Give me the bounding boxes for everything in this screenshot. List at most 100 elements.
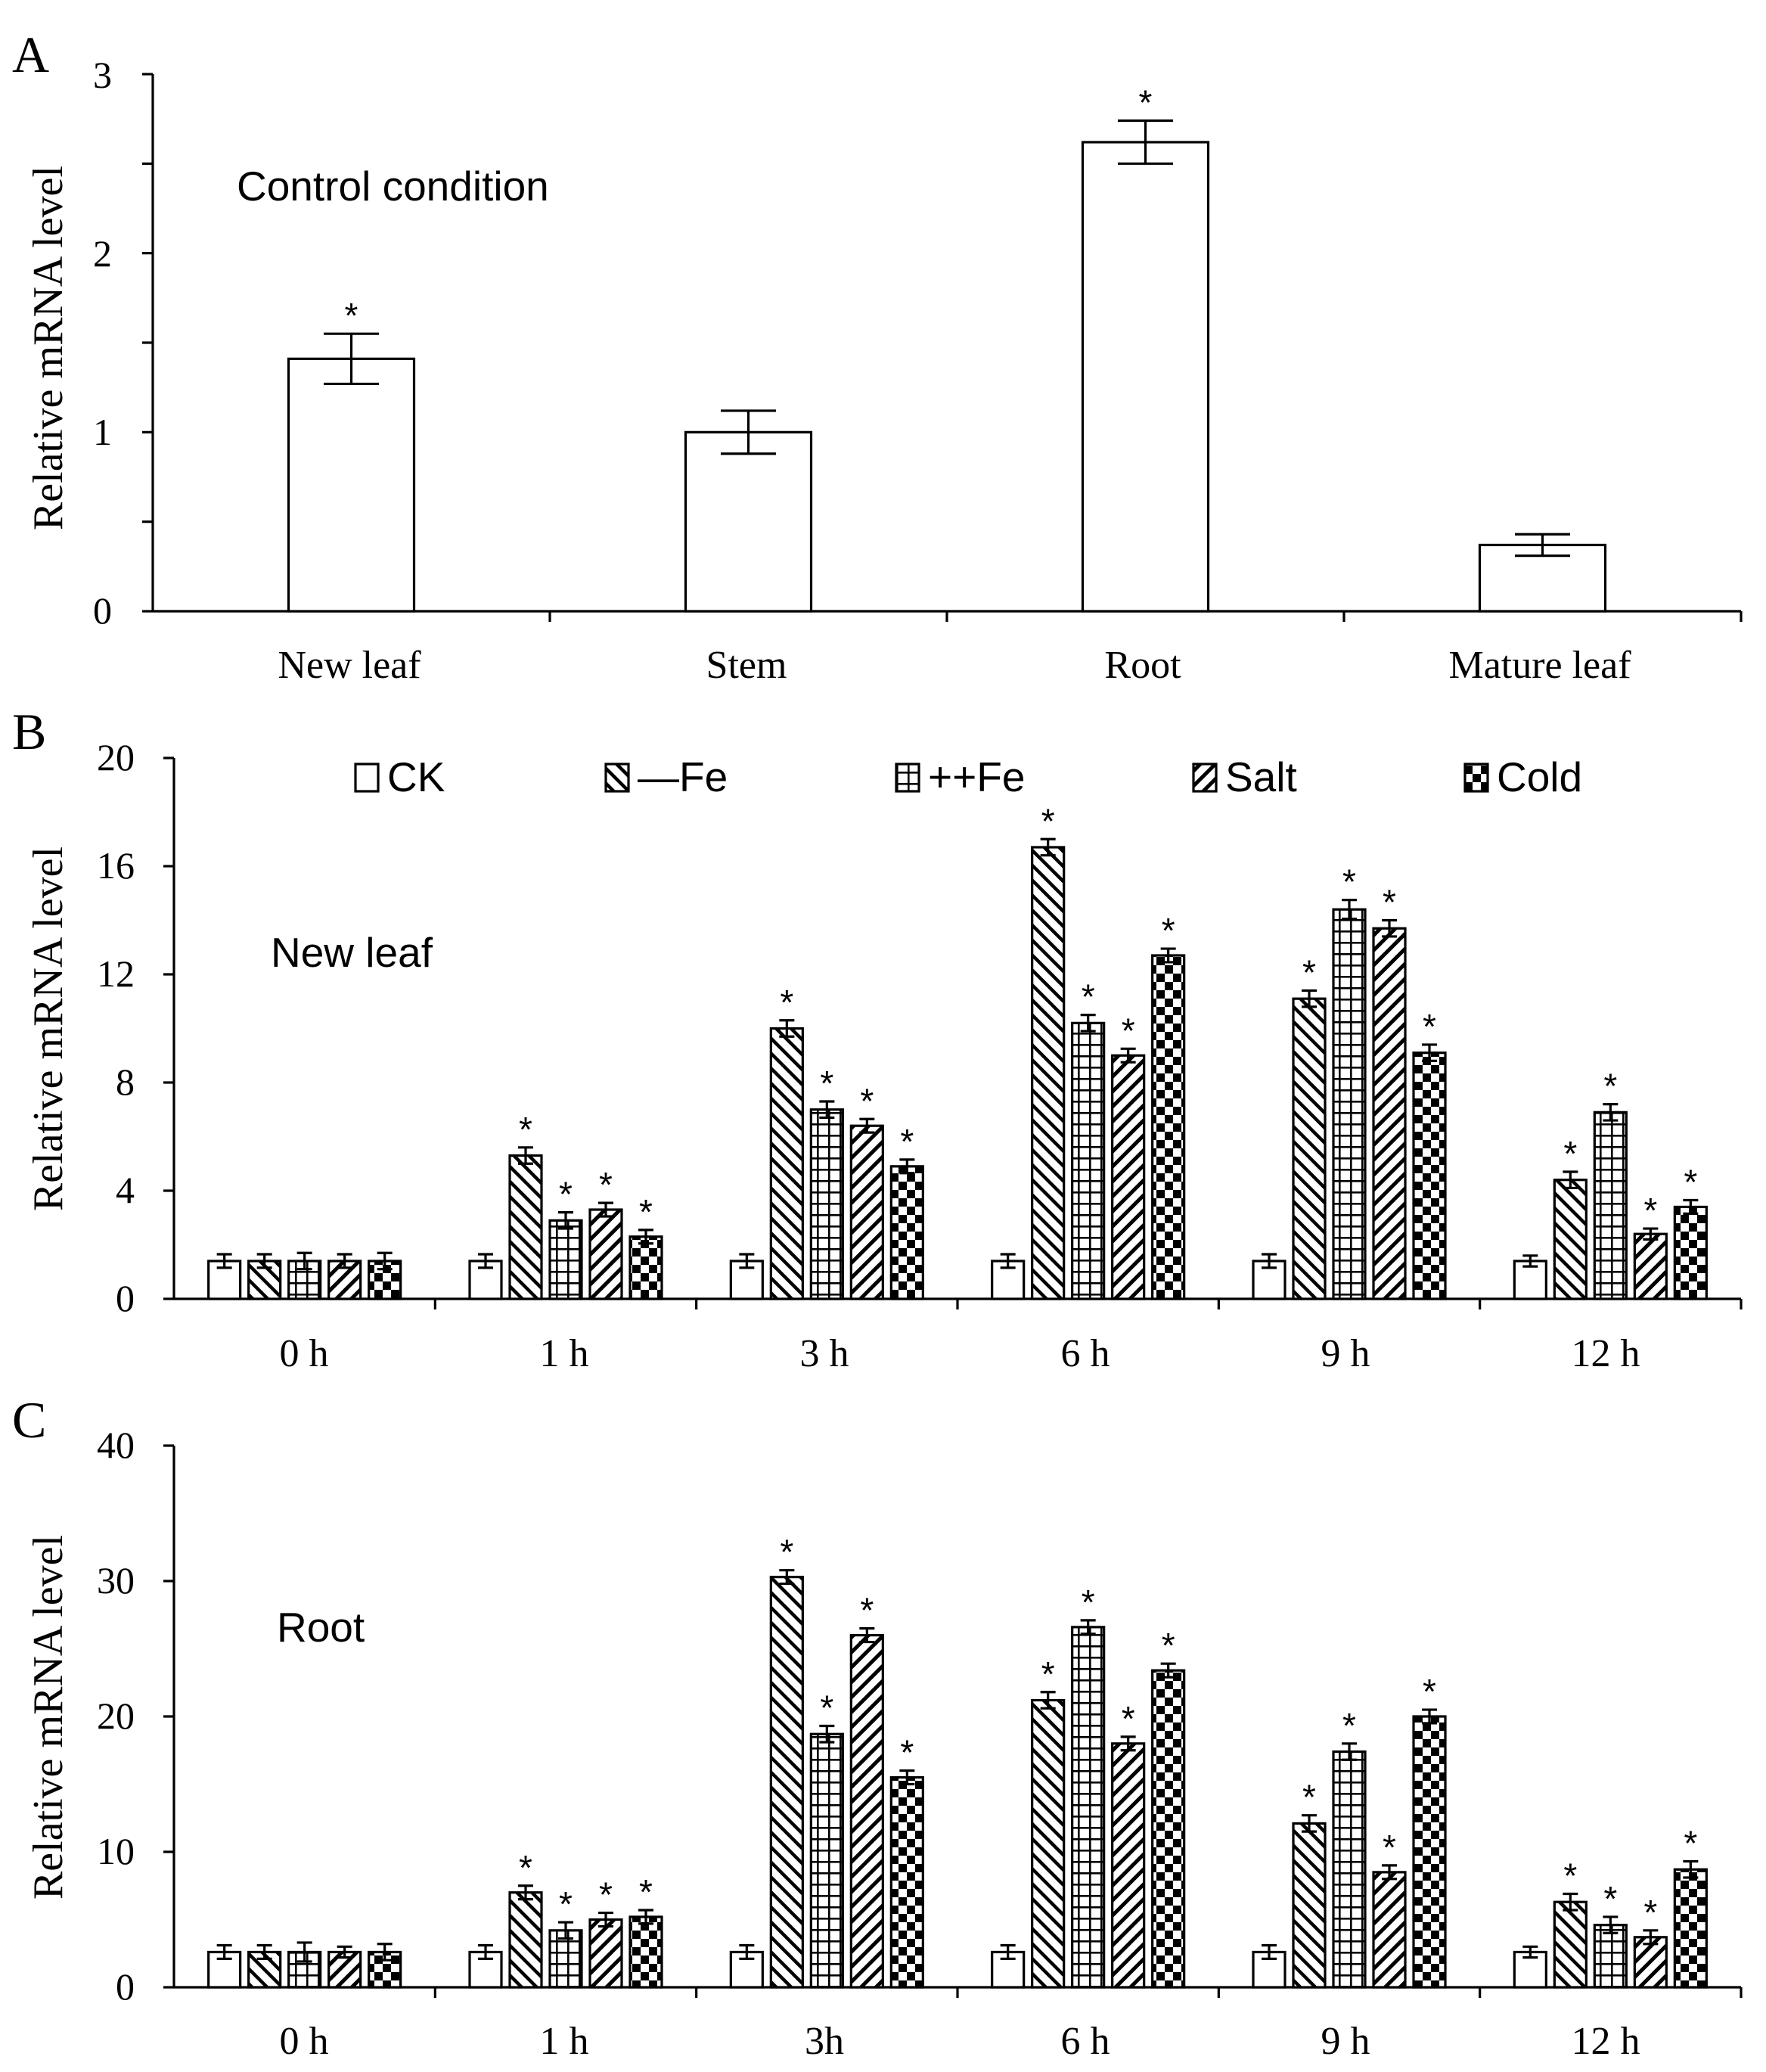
panel-b-significance-asterisk: * [1302,952,1316,992]
panel-b-x-tick-label: 6 h [1061,1332,1110,1375]
panel-c-bar-fe [1332,1750,1367,1989]
panel-c-significance-asterisk: * [1383,1828,1396,1867]
panel-c-significance-asterisk: * [559,1884,573,1924]
panel-b-y-tick-label: 20 [97,736,135,778]
panel-b-x-tick-label: 12 h [1572,1332,1640,1375]
panel-c-plot: * * * * * * * * * * * * * * * * * * * * [163,1444,1743,1998]
panel-c-bar-fe [1071,1626,1106,1989]
panel-c-bar-salt [588,1918,623,1989]
panel-b-significance-asterisk: * [599,1165,613,1204]
legend-label-salt: Salt [1225,753,1297,800]
panel-c-significance-asterisk: * [1082,1583,1095,1622]
panel-a-y-tick-label: 0 [93,589,112,632]
panel-c-bar-fe [1292,1822,1327,1989]
panel-b-error-bar [377,1251,393,1271]
panel-c-error-bar [779,1569,795,1586]
panel-c-significance-asterisk: * [780,1533,793,1572]
panel-c-x-tick-label: 12 h [1572,2020,1640,2063]
panel-b-significance-asterisk: * [860,1081,874,1120]
panel-b-error-bar [638,1229,653,1245]
panel-b-y-tick-label: 8 [116,1061,135,1103]
panel-c-bar-salt [1111,1742,1146,1989]
panel-b-bar-fe [769,1027,804,1300]
panel-c-significance-asterisk: * [519,1848,532,1887]
panel-c-error-bar [558,1921,573,1940]
panel-c-error-bar [1382,1864,1397,1881]
panel-b-y-tick-label: 12 [97,952,135,995]
panel-c-error-bar [256,1943,272,1961]
panel-c-error-bar [739,1943,755,1961]
panel-b-significance-asterisk: * [559,1175,573,1214]
panel-c-bar-cold [1151,1669,1186,1989]
legend-swatch-plus-fe [895,763,920,793]
panel-b-bar-fe [1031,846,1066,1300]
panel-c-bar-fe [769,1576,804,1989]
panel-c-significance-asterisk: * [1684,1824,1697,1863]
panel-c-error-bar [1302,1814,1317,1833]
panel-c-x-tick-label: 0 h [280,2020,329,2063]
panel-b-bar-fe [1071,1021,1106,1300]
panel-b-bar-salt [1111,1054,1146,1300]
panel-b-significance-asterisk: * [519,1110,532,1149]
panel-c-error-bar [216,1943,232,1961]
panel-b: B New leaf Relative mRNA level CK —Fe ++… [12,703,1743,1375]
panel-b-significance-asterisk: * [1342,862,1356,902]
panel-b-error-bar [1382,918,1397,938]
panel-a-bar-control [684,430,813,613]
panel-b-significance-asterisk: * [1122,1011,1135,1050]
panel-b-error-bar [1262,1253,1277,1269]
panel-c-bar-fe [1031,1698,1066,1989]
panel-b-error-bar [739,1253,755,1269]
panel-c-y-tick-label: 30 [97,1559,135,1601]
panel-b-x-tick-label: 9 h [1321,1332,1370,1375]
panel-a-x-tick-label: New leaf [278,644,421,687]
panel-c-significance-asterisk: * [1603,1879,1617,1918]
panel-b-significance-asterisk: * [1041,801,1055,840]
panel-b-bar-salt [1372,927,1407,1300]
panel-b-significance-asterisk: * [1423,1007,1436,1046]
panel-b-error-bar [518,1146,533,1165]
legend-label-plus-fe: ++Fe [928,753,1025,800]
panel-b-bar-salt [588,1208,623,1300]
panel-b-bar-fe [1292,997,1327,1300]
panel-a-annotation: Control condition [237,163,549,210]
panel-c-error-bar [1120,1735,1136,1752]
panel-c-error-bar [1040,1691,1056,1710]
panel-b-significance-asterisk: * [1603,1067,1617,1106]
panel-a-x-tick-label: Root [1104,644,1181,687]
panel-c-bar-salt [1372,1871,1407,1989]
panel-c-bar-cold [1673,1868,1708,1989]
panel-c-bar-fe [1593,1924,1628,1989]
panel-b-significance-asterisk: * [1684,1163,1697,1202]
panel-b-error-bar [216,1253,232,1269]
panel-c-error-bar [859,1627,875,1644]
panel-a-error-bar [323,332,380,386]
panel-c-error-bar [377,1943,393,1962]
panel-c-error-bar [1342,1742,1357,1761]
panel-b-y-tick-label: 16 [97,844,135,887]
panel-c-bar-cold [889,1775,924,1989]
panel-c-error-bar [899,1769,915,1786]
panel-b-error-bar [1040,837,1056,857]
panel-a-y-axis-title: Relative mRNA level [25,166,72,530]
panel-c-significance-asterisk: * [1423,1672,1436,1711]
panel-c-y-tick-label: 40 [97,1424,135,1466]
panel-b-bar-cold [1412,1052,1447,1300]
panel-b-significance-asterisk: * [1563,1134,1577,1173]
panel-b-significance-asterisk: * [1643,1191,1657,1230]
panel-c-error-bar [819,1724,835,1744]
panel-b-significance-asterisk: * [820,1064,833,1103]
legend-swatch-ck [354,763,380,793]
panel-c-y-tick-label: 20 [97,1695,135,1737]
panel-b-significance-asterisk: * [639,1192,653,1232]
panel-b-error-bar [256,1253,272,1269]
panel-b-bar-fe [1553,1179,1588,1300]
panel-c-significance-asterisk: * [1643,1893,1657,1932]
panel-a-error-bar [1117,119,1174,165]
panel-b-significance-asterisk: * [780,983,793,1022]
panel-c-significance-asterisk: * [599,1875,613,1915]
panel-c-significance-asterisk: * [1122,1699,1135,1738]
panel-b-significance-asterisk: * [900,1122,914,1161]
panel-b-error-bar [337,1253,352,1269]
panel-b-error-bar [1603,1103,1619,1122]
